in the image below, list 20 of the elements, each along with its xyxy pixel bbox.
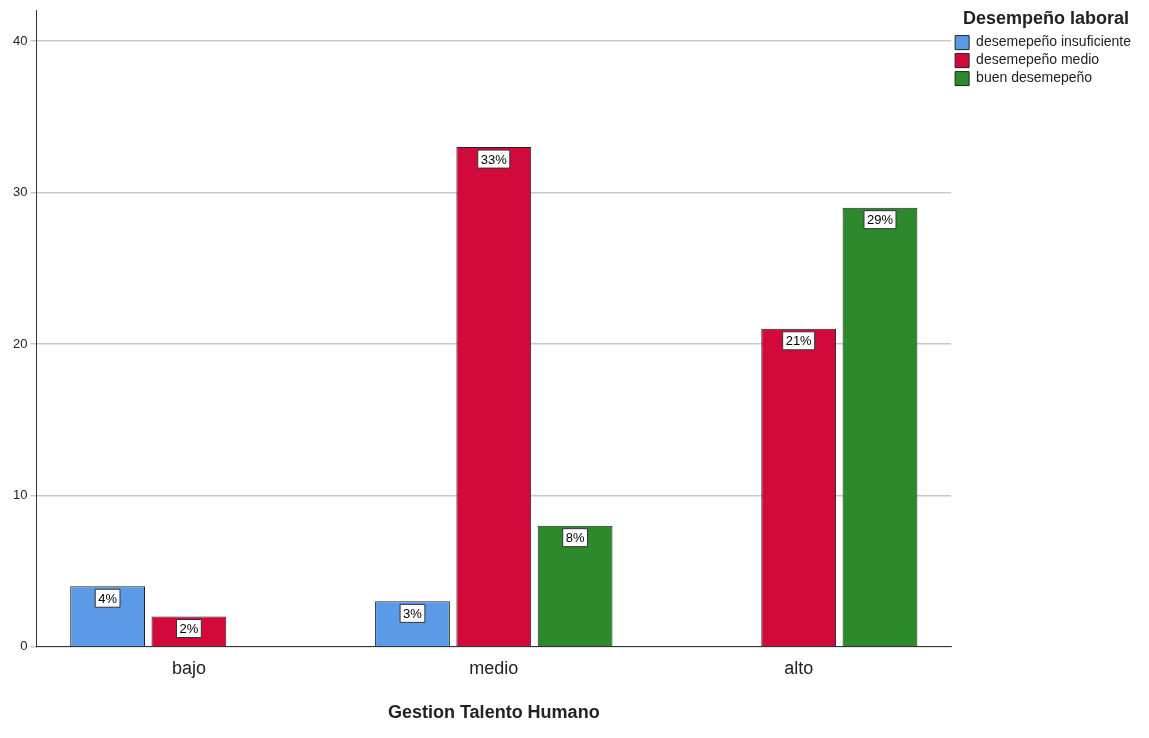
legend-label: desemepeño insuficiente [976, 33, 1132, 50]
y-tick-label: 40 [12, 32, 28, 48]
data-label: 2% [179, 621, 199, 637]
data-label: 21% [785, 333, 813, 349]
x-tick-label: bajo [171, 657, 206, 678]
y-tick-label: 20 [12, 335, 28, 351]
data-label: 4% [98, 590, 118, 606]
x-tick-label: medio [469, 657, 519, 678]
data-label: 33% [480, 151, 508, 167]
y-tick-label: 10 [12, 486, 28, 502]
x-tick-label: alto [784, 657, 814, 678]
x-axis-title: Gestion Talento Humano [387, 702, 600, 723]
legend-label: desemepeño medio [976, 51, 1100, 68]
y-tick-label: 30 [12, 184, 28, 200]
legend-label: buen desemepeño [976, 69, 1093, 86]
data-label: 29% [866, 212, 894, 228]
data-label: 8% [565, 530, 585, 546]
y-tick-label: 0 [20, 638, 28, 654]
legend-title: Desempeño laboral [963, 7, 1130, 28]
data-label: 3% [403, 605, 423, 621]
